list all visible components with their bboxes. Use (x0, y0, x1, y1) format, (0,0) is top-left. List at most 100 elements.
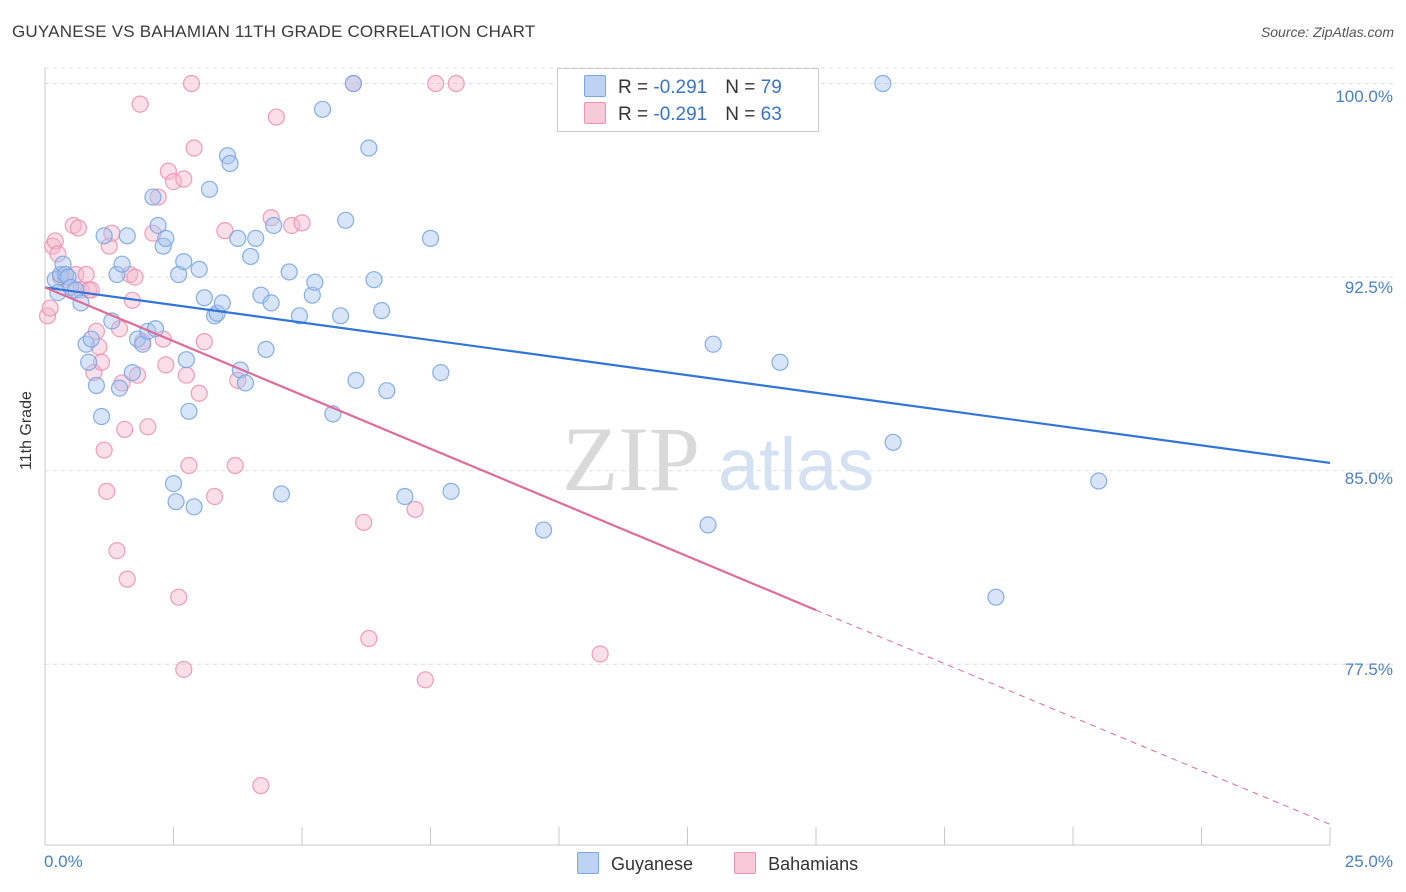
guyanese-point (123, 364, 141, 382)
bahamians-point (447, 74, 465, 93)
guyanese-point (236, 374, 255, 392)
guyanese-point (699, 516, 717, 534)
guyanese-point (149, 216, 167, 235)
guyanese-point (80, 353, 98, 371)
guyanese-point (77, 335, 95, 353)
axes (44, 68, 1331, 846)
bahamians-point (139, 418, 157, 436)
guyanese-point (213, 294, 231, 312)
bahamians-point (170, 588, 188, 606)
guyanese-point (108, 265, 126, 284)
guyanese-point (177, 351, 195, 369)
bahamians-trend-extension (815, 609, 1331, 825)
guyanese-point (313, 100, 332, 118)
legend-swatch-blue (584, 75, 606, 97)
bahamians-point (206, 487, 224, 506)
guyanese-point (242, 247, 260, 266)
guyanese-point (396, 487, 414, 506)
bahamians-point (108, 542, 126, 560)
guyanese-point (303, 286, 321, 304)
legend-n-value: 79 (760, 77, 782, 98)
bottom-legend: Guyanese Bahamians (577, 852, 894, 875)
guyanese-point (442, 482, 460, 500)
bahamians-point (95, 441, 113, 459)
bahamians-point (118, 570, 136, 588)
guyanese-point (262, 294, 280, 312)
guyanese-point (175, 253, 193, 271)
bahamians-point (226, 456, 244, 475)
bahamians-point (190, 384, 208, 402)
bahamians-point (41, 299, 59, 317)
guyanese-point (110, 379, 129, 397)
guyanese-point (200, 180, 219, 198)
bahamians-point (180, 456, 198, 475)
guyanese-point (874, 74, 892, 93)
guyanese-point (347, 371, 365, 389)
guyanese-point (987, 588, 1005, 606)
bahamians-point (182, 74, 201, 93)
x-tick-label: 0.0% (44, 852, 83, 871)
guyanese-point (54, 255, 72, 273)
bahamians-point (591, 645, 609, 663)
guyanese-point (432, 364, 450, 382)
guyanese-point (421, 229, 440, 247)
guyanese-point (280, 263, 298, 281)
bahamians-point (131, 95, 149, 113)
guyanese-point (365, 271, 383, 289)
bahamians-trend-line (44, 286, 817, 612)
guyanese-point (344, 74, 362, 93)
bahamians-point (149, 188, 167, 206)
guyanese-point (56, 265, 75, 284)
bahamians-point (46, 232, 64, 250)
guyanese-point (704, 335, 722, 353)
guyanese-point (247, 229, 265, 247)
guyanese-point (290, 307, 309, 325)
bahamians-point (159, 162, 177, 180)
bahamians-point (283, 216, 301, 235)
guyanese-point (373, 302, 391, 320)
bahamians-point (195, 333, 213, 351)
chart-title: GUYANESE VS BAHAMIAN 11TH GRADE CORRELAT… (12, 22, 536, 41)
guyanese-point (118, 227, 136, 245)
bahamians-point (252, 777, 270, 795)
bahamians-points (38, 74, 609, 795)
bahamians-point (92, 353, 111, 371)
guyanese-point (265, 216, 283, 235)
legend-swatch-pink (734, 852, 757, 874)
guyanese-trend-line (44, 286, 1331, 465)
watermark: ZIP atlas (562, 408, 874, 510)
guyanese-point (331, 307, 350, 325)
bahamians-point (100, 237, 118, 255)
y-axis-label: 11th Grade (18, 391, 35, 470)
guyanese-point (337, 211, 355, 229)
guyanese-point (134, 335, 152, 353)
legend-row-bahamians: R = -0.291 N = 63 (584, 102, 782, 126)
legend-row-guyanese: R = -0.291 N = 79 (584, 75, 782, 99)
guyanese-point (190, 260, 208, 278)
source-label: Source: ZipAtlas.com (1260, 24, 1394, 40)
y-tick-label: 100.0% (1335, 87, 1393, 106)
legend-swatch-pink (584, 102, 606, 124)
legend-n-label: N = (725, 104, 761, 125)
guyanese-point (113, 255, 131, 273)
guyanese-point (884, 433, 902, 451)
guyanese-point (87, 376, 106, 395)
guyanese-point (257, 340, 275, 358)
bahamians-point (164, 172, 183, 191)
bahamians-point (98, 482, 116, 500)
y-tick-label: 85.0% (1344, 469, 1393, 488)
guyanese-point (360, 139, 378, 157)
bahamians-point (406, 500, 424, 519)
guyanese-point (771, 353, 789, 371)
watermark-zip: ZIP (562, 408, 700, 510)
legend-r-value: -0.291 (653, 77, 708, 98)
legend: R = -0.291 N = 79 R = -0.291 N = 63 (557, 68, 819, 132)
guyanese-point (378, 382, 396, 400)
bahamians-point (416, 671, 434, 689)
guyanese-point (180, 402, 198, 420)
legend-label: Bahamians (768, 854, 859, 874)
bottom-legend-bahamians: Bahamians (734, 852, 859, 874)
legend-r-label: R = (618, 77, 654, 98)
guyanese-point (59, 268, 77, 286)
guyanese-point (95, 227, 113, 245)
